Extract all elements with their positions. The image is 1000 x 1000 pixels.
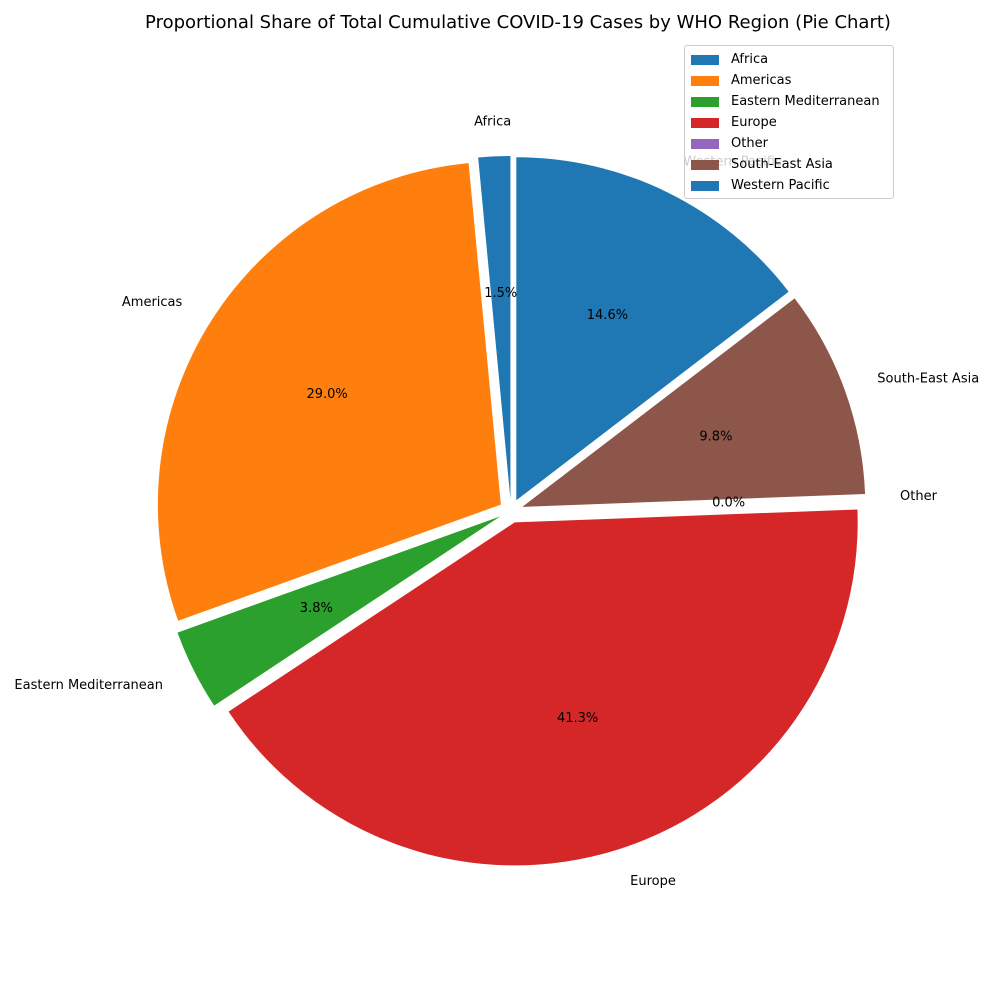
category-label-africa: Africa (474, 115, 511, 130)
legend-swatch (691, 96, 719, 107)
legend-swatch (691, 159, 719, 170)
percent-label-africa: 1.5% (484, 286, 517, 301)
legend-item-other: Other (685, 133, 893, 154)
pie-slice-western-pacific (516, 157, 789, 501)
legend-label: South-East Asia (731, 157, 833, 172)
legend-label: Eastern Mediterranean (731, 94, 880, 109)
percent-label-western-pacific: 14.6% (587, 308, 628, 323)
legend-label: Western Pacific (731, 178, 830, 193)
legend-label: Americas (731, 73, 792, 88)
legend-item-europe: Europe (685, 112, 893, 133)
percent-label-south-east-asia: 9.8% (699, 430, 732, 445)
legend-label: Other (731, 136, 768, 151)
chart-title: Proportional Share of Total Cumulative C… (145, 12, 891, 33)
legend-swatch (691, 180, 719, 191)
category-label-other: Other (900, 489, 938, 504)
pie-slice-eastern-mediterranean (177, 516, 501, 706)
category-label-eastern-mediterranean: Eastern Mediterranean (14, 678, 163, 693)
legend-swatch (691, 117, 719, 128)
legend-swatch (691, 138, 719, 149)
legend-item-americas: Americas (685, 70, 893, 91)
legend-item-africa: Africa (685, 49, 893, 70)
legend-label: Europe (731, 115, 777, 130)
pie-slice-europe (228, 509, 858, 866)
category-labels: Africa Americas Eastern Mediterranean Europ… (14, 115, 979, 889)
category-label-europe: Europe (630, 874, 676, 889)
legend-item-south-east-asia: South-East Asia (685, 154, 893, 175)
percent-label-eastern-mediterranean: 3.8% (300, 601, 333, 616)
pie-slice-americas (157, 163, 501, 621)
legend-item-eastern-mediterranean: Eastern Mediterranean (685, 91, 893, 112)
pie-slice-south-east-asia (522, 298, 866, 507)
legend: Africa Americas Eastern Mediterranean Europ… (684, 45, 894, 199)
percent-labels: 1.5% 29.0% 3.8% 41.3% 0.0% 9.8% 14.6% (300, 286, 745, 726)
pie-slices (157, 156, 866, 866)
category-label-south-east-asia: South-East Asia (877, 372, 979, 387)
legend-swatch (691, 54, 719, 65)
percent-label-europe: 41.3% (557, 711, 598, 726)
percent-label-americas: 29.0% (306, 387, 347, 402)
legend-label: Africa (731, 52, 769, 67)
legend-swatch (691, 75, 719, 86)
pie-slice-africa (478, 156, 511, 500)
percent-label-other: 0.0% (712, 495, 745, 510)
legend-item-western-pacific: Western Pacific (685, 175, 893, 196)
category-label-americas: Americas (122, 295, 183, 310)
